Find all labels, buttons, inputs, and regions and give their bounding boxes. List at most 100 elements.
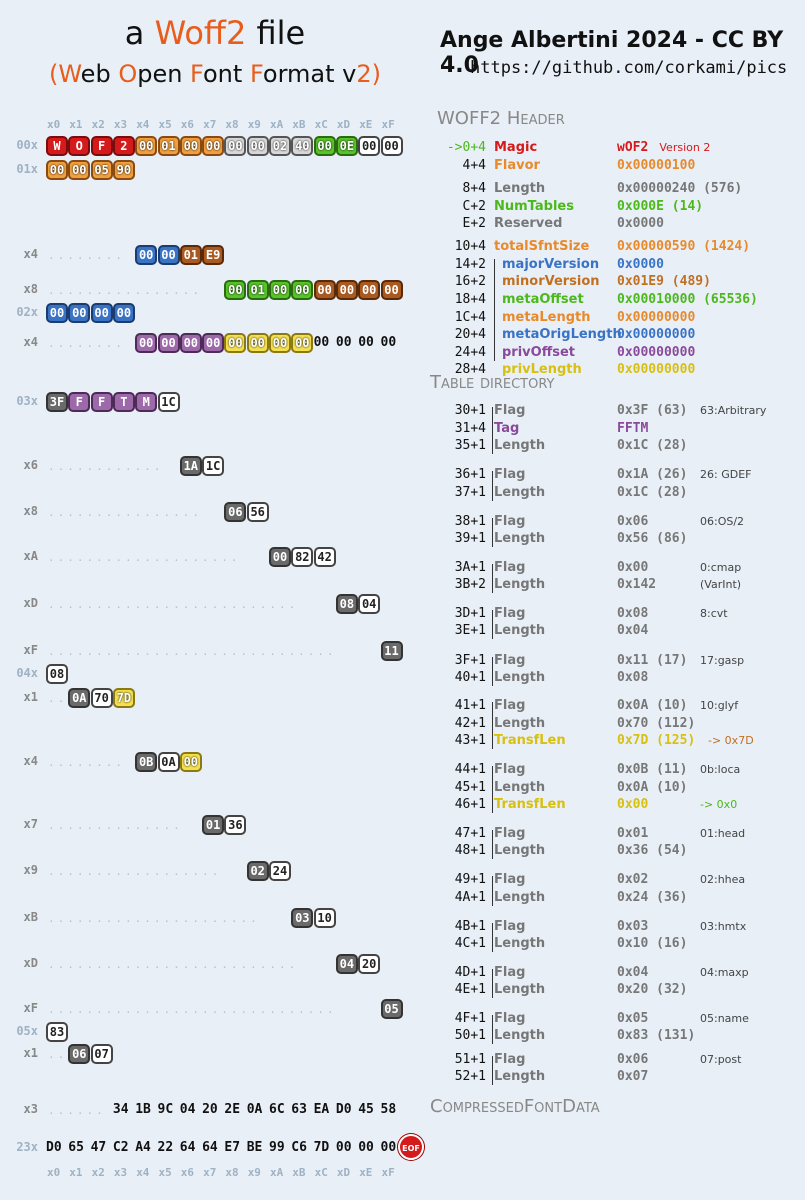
column-header-label: x1 bbox=[69, 1166, 83, 1179]
hex-byte: 0E bbox=[335, 136, 358, 156]
hex-byte: 00 bbox=[90, 303, 113, 323]
hex-byte: 00 bbox=[135, 245, 158, 265]
field-value: 0x1A (26) bbox=[617, 467, 688, 482]
hex-byte: 00 bbox=[358, 136, 381, 156]
field-value: 0x56 (86) bbox=[617, 531, 688, 546]
field-offset: 48+1 bbox=[454, 843, 486, 858]
title-pre: a bbox=[124, 14, 155, 52]
field-offset: 3A+1 bbox=[454, 560, 486, 575]
field-name: Length bbox=[494, 716, 546, 731]
field-offset: 24+4 bbox=[454, 345, 486, 360]
field-value: 0x142 bbox=[617, 577, 657, 592]
field-note: 8:cvt bbox=[700, 607, 728, 620]
field-offset: 20+4 bbox=[454, 327, 486, 342]
hex-byte: 0A bbox=[246, 1102, 263, 1117]
subtitle-part: 2 bbox=[356, 60, 372, 88]
field-name: metaOrigLength bbox=[502, 327, 622, 342]
author: Ange Albertini 2024 - CC BY 4.0 bbox=[440, 28, 784, 78]
table-entry-bracket bbox=[492, 766, 496, 813]
field-name: Flag bbox=[494, 560, 526, 575]
hex-byte: 64 bbox=[202, 1140, 218, 1155]
field-name: Flag bbox=[494, 762, 526, 777]
field-name: Reserved bbox=[494, 216, 563, 231]
field-value: 0x0000 bbox=[617, 216, 664, 231]
field-name: Flag bbox=[494, 403, 526, 418]
hex-byte: C6 bbox=[291, 1140, 307, 1155]
field-note: 02:hhea bbox=[700, 873, 746, 886]
field-offset: 10+4 bbox=[454, 239, 486, 254]
row-offset-label: xD bbox=[23, 956, 38, 970]
hex-byte: 00 bbox=[224, 280, 247, 300]
field-offset: 4F+1 bbox=[454, 1011, 486, 1026]
field-value: 0x0B (11) bbox=[617, 762, 688, 777]
field-name: Length bbox=[494, 577, 546, 592]
hex-byte: 10 bbox=[313, 908, 336, 928]
source-url[interactable]: https://github.com/corkami/pics bbox=[470, 58, 788, 78]
field-offset: 31+4 bbox=[454, 421, 486, 436]
hex-byte: BE bbox=[246, 1140, 263, 1155]
hex-byte: 00 bbox=[335, 280, 358, 300]
column-header-label: x1 bbox=[69, 118, 83, 131]
field-offset: 44+1 bbox=[454, 762, 486, 777]
eof-marker: EOF bbox=[398, 1134, 424, 1160]
column-header-label: x4 bbox=[136, 1166, 150, 1179]
hex-byte: 00 bbox=[269, 547, 291, 567]
hex-byte: 00 bbox=[269, 280, 291, 300]
hex-byte: 00 bbox=[380, 335, 397, 350]
field-value: 0x00010000 (65536) bbox=[617, 292, 758, 307]
field-offset: 30+1 bbox=[454, 403, 486, 418]
field-name: Length bbox=[494, 936, 546, 951]
field-offset: 43+1 bbox=[454, 733, 486, 748]
field-value: 0x04 bbox=[617, 965, 649, 980]
field-note: (VarInt) bbox=[700, 578, 742, 591]
field-note: 03:hmtx bbox=[700, 920, 747, 933]
column-header-label: xA bbox=[270, 118, 284, 131]
field-offset: 40+1 bbox=[454, 670, 486, 685]
field-offset: 42+1 bbox=[454, 716, 486, 731]
hex-byte: 00 bbox=[291, 280, 314, 300]
field-note: 0:cmap bbox=[700, 561, 742, 574]
hex-byte: 0A bbox=[68, 688, 91, 708]
hex-byte: 65 bbox=[68, 1140, 84, 1155]
hex-byte: 02 bbox=[246, 861, 269, 881]
column-header-label: xD bbox=[336, 1166, 351, 1179]
hex-byte: 00 bbox=[224, 333, 247, 353]
hex-byte: 00 bbox=[157, 333, 180, 353]
hex-byte: 03 bbox=[291, 908, 314, 928]
field-note: -> 0x0 bbox=[700, 798, 738, 811]
row-offset-label: 05x bbox=[16, 1024, 38, 1038]
field-name: Length bbox=[494, 1028, 546, 1043]
hex-byte: 70 bbox=[90, 688, 113, 708]
row-offset-label: 03x bbox=[16, 394, 38, 408]
subtitle-part: F bbox=[190, 60, 203, 88]
field-name: Flag bbox=[494, 467, 526, 482]
row-offset-label: xB bbox=[23, 910, 38, 924]
hex-byte: W bbox=[46, 136, 68, 156]
hex-byte: 1B bbox=[135, 1102, 151, 1117]
row-offset-label: x1 bbox=[23, 1046, 38, 1060]
field-name: totalSfntSize bbox=[494, 239, 590, 254]
field-offset: 3E+1 bbox=[454, 623, 486, 638]
row-padding-dots: ........ bbox=[48, 337, 125, 350]
field-note: 06:OS/2 bbox=[700, 515, 745, 528]
row-offset-label: x1 bbox=[23, 690, 38, 704]
subtitle-part: O bbox=[118, 60, 138, 88]
column-header-label: xC bbox=[314, 118, 328, 131]
hex-byte: 7D bbox=[313, 1140, 330, 1155]
hex-byte: 00 bbox=[358, 1140, 374, 1155]
hex-byte: C2 bbox=[112, 1140, 129, 1155]
subtitle-part: W bbox=[58, 60, 81, 88]
field-note: -> 0x7D bbox=[708, 734, 754, 747]
hex-byte: D0 bbox=[46, 1140, 62, 1155]
column-header-label: x8 bbox=[225, 118, 239, 131]
hex-byte: 00 bbox=[202, 136, 225, 156]
field-offset: 46+1 bbox=[454, 797, 486, 812]
row-offset-label: xA bbox=[23, 549, 38, 563]
field-value: 0x7D (125) bbox=[617, 733, 696, 748]
field-name: TransfLen bbox=[494, 733, 566, 748]
field-value: 0x0A (10) bbox=[617, 780, 688, 795]
hex-byte: 00 bbox=[313, 335, 330, 350]
subtitle-part: eb bbox=[80, 60, 119, 88]
field-offset: 50+1 bbox=[454, 1028, 486, 1043]
hex-byte: 00 bbox=[246, 136, 269, 156]
